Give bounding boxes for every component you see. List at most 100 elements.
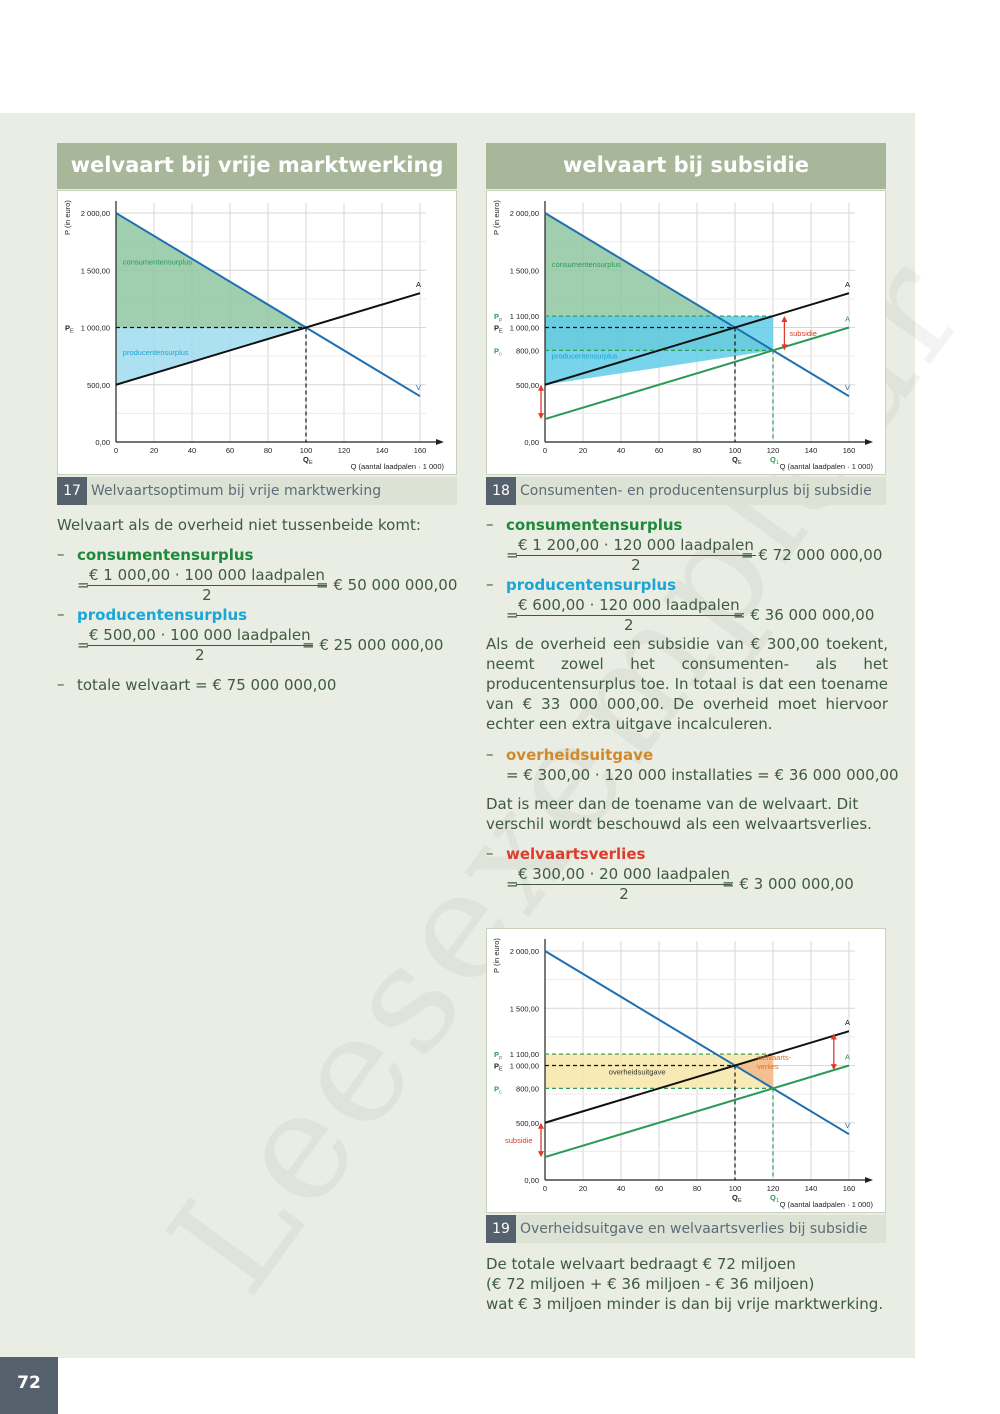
right-wv-label: welvaartsverlies [506,845,646,863]
price-level-subscript: p [499,317,502,323]
y-tick-label: 2 000,00 [510,947,539,956]
denominator: 2 [631,556,641,574]
area-label: verlies [757,1062,779,1071]
y-tick-label: 0,00 [524,1176,539,1185]
x-tick-label: 120 [767,1184,780,1193]
series-line-a [115,292,421,386]
x-tick-label: 20 [150,446,158,455]
quantity-level-label: Q [303,455,309,464]
quantity-level-subscript: E [738,1198,742,1204]
price-level-subscript: c [499,351,502,357]
bullet-dash: – [486,745,494,763]
caption-18: 18 Consumenten- en producentensurplus bi… [486,477,886,505]
right-cs-result: = € 72 000 000,00 [741,546,883,564]
x-tick-label: 40 [188,446,196,455]
x-tick-label: 140 [805,1184,818,1193]
left-intro: Welvaart als de overheid niet tussenbeid… [57,516,421,534]
series-line-a [544,1030,850,1124]
price-level-label: P [494,312,499,321]
series-label-v: V [416,383,421,392]
equals-sign: = [506,606,519,624]
x-tick-label: 20 [579,446,587,455]
x-tick-label: 120 [767,446,780,455]
series-line-v [544,212,850,398]
subsidy-arrow-head [830,1033,837,1040]
price-level-label: P [494,1062,499,1071]
y-tick-label: 0,00 [95,438,110,447]
right-wv-result: = € 3 000 000,00 [722,875,854,893]
y-tick-label: 500,00 [516,1119,539,1128]
price-level-subscript: p [499,1055,502,1061]
left-ps-result: = € 25 000 000,00 [302,636,444,654]
quantity-level-subscript: 1 [776,460,779,466]
subsidy-arrow-head [538,1122,544,1129]
x-axis-label: Q (aantal laadpalen · 1 000) [351,462,445,471]
subsidy-arrow-head [781,316,788,323]
y-tick-label: 1 500,00 [510,1004,539,1013]
quantity-level-label: Q [770,1193,776,1202]
caption-number: 17 [57,477,87,505]
right-og-label: overheidsuitgave [506,746,654,764]
x-tick-label: 0 [543,1184,547,1193]
equals-sign: = [506,546,519,564]
caption-text: Welvaartsoptimum bij vrije marktwerking [91,483,382,499]
x-tick-label: 0 [114,446,118,455]
x-axis-arrow [436,439,444,445]
y-tick-label: 500,00 [87,381,110,390]
series-label-a: A [845,315,850,324]
right-og-line: = € 300,00 · 120 000 installaties = € 36… [506,766,899,784]
x-tick-label: 160 [843,1184,856,1193]
series-label-v: V [845,1121,850,1130]
price-level-label: P [494,324,499,333]
series-line-a [544,326,850,421]
area-overheidsuitgave [545,1054,773,1089]
y-tick-label: 1 100,00 [510,312,539,321]
subsidy-arrow-head [781,344,788,351]
caption-text: Consumenten- en producentensurplus bij s… [520,483,872,499]
y-tick-label: 800,00 [516,346,539,355]
quantity-level-label: Q [732,1193,738,1202]
y-tick-label: 2 000,00 [510,209,539,218]
header-subsidie: welvaart bij subsidie [486,143,886,189]
bullet-dash: – [57,675,65,693]
right-closing-line-3: wat € 3 miljoen minder is dan bij vrije … [486,1295,884,1313]
denominator: 2 [195,646,205,664]
price-level-label: P [494,346,499,355]
subsidy-label: subsidie [505,1136,533,1145]
bullet-dash: – [486,575,494,593]
numerator: € 500,00 · 100 000 laadpalen [87,626,313,646]
equals-sign: = [77,636,90,654]
subsidy-label: subsidie [789,329,817,338]
bullet-dash: – [57,605,65,623]
caption-number: 18 [486,477,516,505]
area-label: welvaarts- [756,1053,792,1062]
y-axis-label: P (in euro) [63,200,72,235]
header-vrije-marktwerking: welvaart bij vrije marktwerking [57,143,457,189]
bullet-dash: – [486,844,494,862]
y-axis-label: P (in euro) [492,200,501,235]
quantity-level-subscript: E [738,460,742,466]
y-tick-label: 1 000,00 [510,324,539,333]
left-total: totale welvaart = € 75 000 000,00 [77,676,337,694]
subsidy-arrow-head [830,1064,837,1071]
quantity-level-label: Q [770,455,776,464]
price-level-subscript: E [70,329,74,335]
x-axis-arrow [865,1177,873,1183]
price-level-subscript: c [499,1089,502,1095]
series-label-a: A [416,280,421,289]
x-tick-label: 80 [264,446,272,455]
area-label: producentensurplus [552,351,618,360]
x-tick-label: 60 [655,1184,663,1193]
area-label: consumentensurplus [552,260,621,269]
denominator: 2 [624,616,634,634]
right-ps-result: = € 36 000 000,00 [733,606,875,624]
right-wv-fraction: € 300,00 · 20 000 laadpalen 2 [516,865,733,904]
y-tick-label: 500,00 [516,381,539,390]
series-line-v [544,950,850,1136]
caption-19: 19 Overheidsuitgave en welvaartsverlies … [486,1215,886,1243]
y-tick-label: 1 000,00 [81,324,110,333]
right-cs-fraction: € 1 200,00 · 120 000 laadpalen 2 [516,536,756,575]
page-number: 72 [0,1357,58,1414]
